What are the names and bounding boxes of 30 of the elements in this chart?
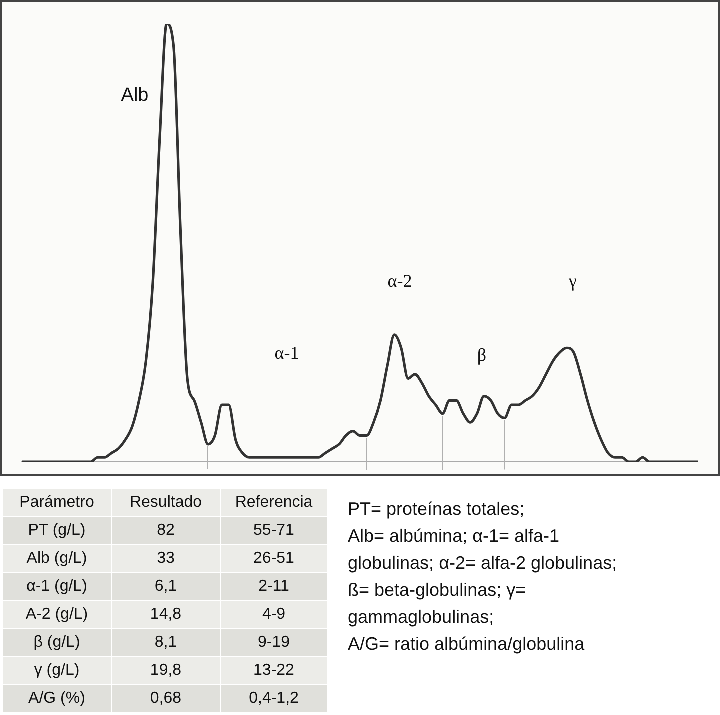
annotation: Alb	[120, 85, 150, 107]
text: Parámetro	[2, 488, 112, 516]
text: 4-9	[220, 600, 328, 628]
text: 0,68	[112, 684, 220, 712]
text: Alb (g/L)	[2, 544, 112, 572]
text: 9-19	[220, 628, 328, 656]
text: 0,4-1,2	[220, 684, 328, 712]
text: 55-71	[220, 516, 328, 544]
text: 33	[112, 544, 220, 572]
text: 2-11	[220, 572, 328, 600]
text: 19,8	[112, 656, 220, 684]
text: 14,8	[112, 600, 220, 628]
annotation: α-1	[274, 343, 300, 364]
text: Resultado	[112, 488, 220, 516]
text: PT= proteínas totales; Alb= albúmina; α-1= alfa-1 globulinas; α-2= alfa-2 globulinas; ß= beta-globulinas; γ= gammaglobulinas; A/G= ratio albúmina/globulina	[348, 498, 618, 656]
text: A/G (%)	[2, 684, 112, 712]
text: Referencia	[220, 488, 328, 516]
text: β (g/L)	[2, 628, 112, 656]
text: 6,1	[112, 572, 220, 600]
text: 13-22	[220, 656, 328, 684]
annotation: β	[476, 345, 488, 366]
text: 26-51	[220, 544, 328, 572]
text: 82	[112, 516, 220, 544]
text: 8,1	[112, 628, 220, 656]
text: A-2 (g/L)	[2, 600, 112, 628]
text: γ (g/L)	[2, 656, 112, 684]
text: α-1 (g/L)	[2, 572, 112, 600]
text: PT (g/L)	[2, 516, 112, 544]
annotation: γ	[568, 271, 578, 292]
annotation: α-2	[386, 271, 414, 292]
